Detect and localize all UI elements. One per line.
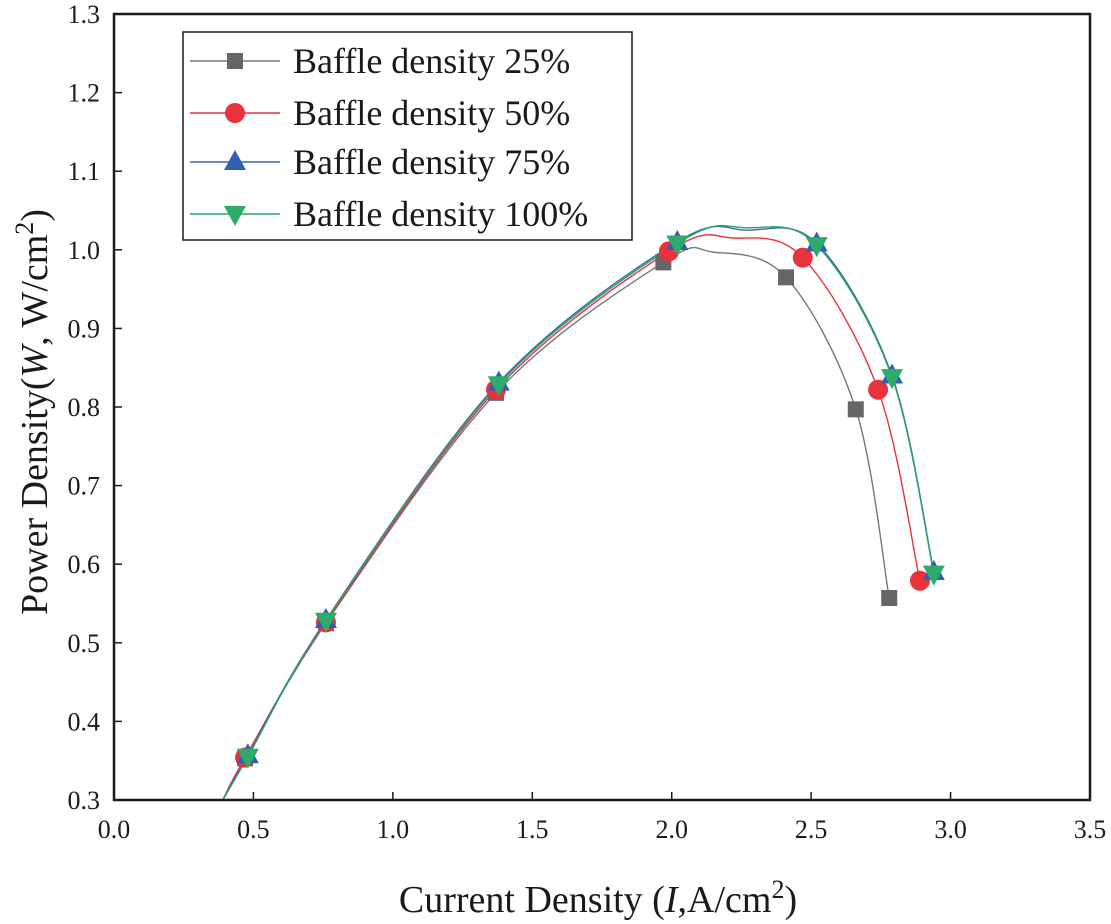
legend-marker-3 [224,150,246,170]
y-tick-label: 1.0 [68,236,101,265]
series-line-4 [222,224,935,801]
data-point-series-2 [868,379,889,400]
legend-label-1: Baffle density 25% [293,41,570,81]
y-tick-label: 0.6 [68,550,101,579]
y-tick-label: 0.9 [68,314,101,343]
legend-marker-2 [225,103,245,123]
data-point-series-4 [881,369,904,390]
legend-marker-1 [227,53,243,69]
legend-label-4: Baffle density 100% [293,194,588,234]
x-tick-label: 0.0 [98,815,131,844]
data-point-series-1 [847,401,864,418]
data-point-series-4 [666,235,689,256]
x-axis-title: Current Density (I,A/cm2) [399,875,797,921]
y-tick-label: 1.1 [68,157,101,186]
y-tick-label: 1.3 [68,0,101,29]
legend-label-3: Baffle density 75% [293,142,570,182]
data-point-series-4 [314,612,337,633]
y-axis-ticks: 0.3 0.4 0.5 0.6 0.7 0.8 0.9 1.0 1.1 1.2 1.3 [68,0,122,815]
series-curves [222,224,935,801]
y-tick-label: 0.5 [68,629,101,658]
x-tick-label: 1.0 [377,815,410,844]
y-tick-label: 1.2 [68,79,101,108]
data-point-series-2 [909,570,930,591]
series-markers [235,229,945,769]
x-tick-label: 0.5 [237,815,270,844]
legend-box [182,31,633,241]
data-point-series-2 [792,247,813,268]
data-point-series-1 [881,589,898,606]
x-tick-label: 3.5 [1074,815,1107,844]
x-axis-ticks: 0.0 0.5 1.0 1.5 2.0 2.5 3.0 3.5 [98,792,1107,844]
y-tick-label: 0.8 [68,393,101,422]
legend-marker-4 [224,206,246,226]
data-point-series-4 [236,748,259,769]
x-tick-label: 1.5 [516,815,549,844]
y-tick-label: 0.4 [68,707,101,736]
x-tick-label: 2.5 [795,815,828,844]
data-point-series-4 [922,565,945,586]
x-tick-label: 2.0 [655,815,688,844]
x-tick-label: 3.0 [934,815,967,844]
y-tick-label: 0.7 [68,472,101,501]
data-point-series-4 [805,237,828,258]
legend-label-2: Baffle density 50% [293,93,570,133]
data-point-series-4 [487,376,510,397]
data-point-series-1 [778,269,795,286]
y-axis-title: Power Density(W, W/cm2) [10,209,56,615]
legend: Baffle density 25% Baffle density 50% Baff… [182,31,633,241]
y-tick-label: 0.3 [68,786,101,815]
